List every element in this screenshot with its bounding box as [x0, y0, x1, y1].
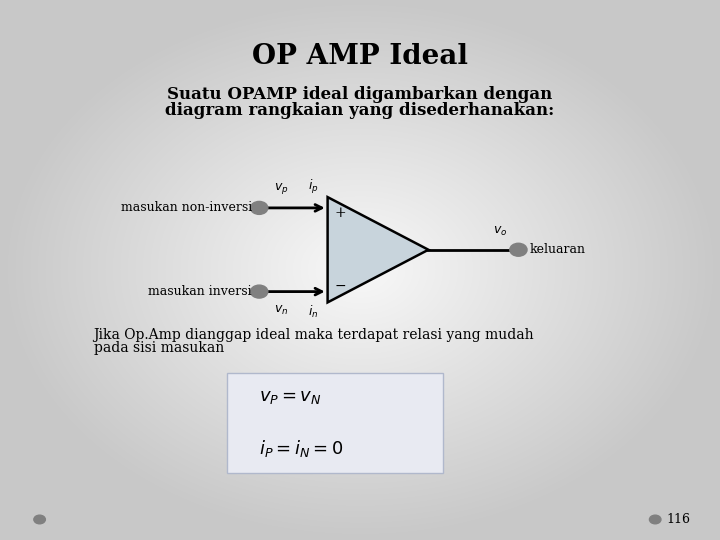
Text: −: −: [335, 279, 346, 293]
Circle shape: [510, 243, 527, 256]
Text: masukan inversi: masukan inversi: [148, 285, 252, 298]
Circle shape: [251, 285, 268, 298]
Text: $v_p$: $v_p$: [274, 181, 288, 196]
Text: $v_n$: $v_n$: [274, 303, 288, 316]
Text: diagram rangkaian yang disederhanakan:: diagram rangkaian yang disederhanakan:: [166, 102, 554, 119]
Text: pada sisi masukan: pada sisi masukan: [94, 341, 224, 355]
Text: +: +: [335, 206, 346, 220]
Text: $v_o$: $v_o$: [493, 225, 508, 238]
Text: $v_P = v_N$: $v_P = v_N$: [259, 388, 322, 406]
Text: 116: 116: [666, 513, 690, 526]
Circle shape: [251, 201, 268, 214]
Text: $i_n$: $i_n$: [308, 303, 318, 320]
Text: Jika Op.Amp dianggap ideal maka terdapat relasi yang mudah: Jika Op.Amp dianggap ideal maka terdapat…: [94, 328, 534, 342]
Text: Suatu OPAMP ideal digambarkan dengan: Suatu OPAMP ideal digambarkan dengan: [167, 86, 553, 103]
Text: keluaran: keluaran: [529, 243, 585, 256]
Text: OP AMP Ideal: OP AMP Ideal: [252, 43, 468, 70]
Circle shape: [34, 515, 45, 524]
Text: $i_p$: $i_p$: [308, 178, 318, 196]
FancyBboxPatch shape: [227, 373, 443, 472]
Text: masukan non-inversi: masukan non-inversi: [121, 201, 252, 214]
Text: $i_P = i_N = 0$: $i_P = i_N = 0$: [259, 438, 343, 458]
Polygon shape: [328, 197, 428, 302]
Circle shape: [649, 515, 661, 524]
